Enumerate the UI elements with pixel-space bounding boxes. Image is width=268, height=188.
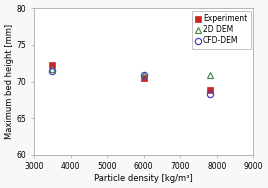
Legend: Experiment, 2D DEM, CFD-DEM: Experiment, 2D DEM, CFD-DEM (192, 11, 251, 49)
Y-axis label: Maximum bed height [mm]: Maximum bed height [mm] (5, 24, 14, 139)
X-axis label: Particle density [kg/m³]: Particle density [kg/m³] (94, 174, 193, 183)
